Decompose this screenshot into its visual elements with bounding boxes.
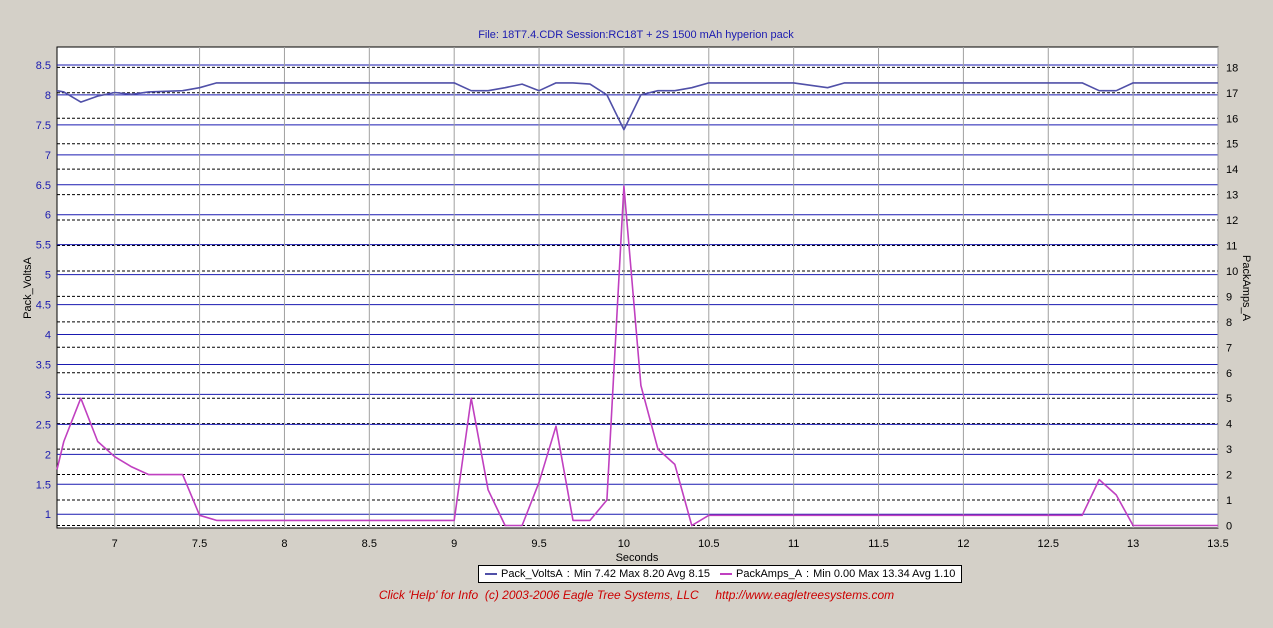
right-tick-label-4: 4 [1226,419,1232,431]
left-tick-label-3.5: 3.5 [36,359,51,371]
left-tick-label-5.5: 5.5 [36,240,51,252]
right-tick-label-5: 5 [1226,393,1232,405]
right-tick-label-16: 16 [1226,113,1238,125]
left-tick-label-7: 7 [45,150,51,162]
left-tick-label-4.5: 4.5 [36,300,51,312]
x-axis-tick-labels: 7 7.5 8 8.5 9 9.5 10 10.5 11 11.5 12 12.5 13 13.5 [112,538,1229,550]
legend-name-pack-volts: Pack_VoltsA [501,568,563,580]
x-tick-label-9: 9 [451,538,457,550]
right-tick-label-15: 15 [1226,139,1238,151]
plot-area [56,46,1219,529]
left-tick-label-4: 4 [45,330,51,342]
right-tick-label-6: 6 [1226,368,1232,380]
left-tick-label-1.5: 1.5 [36,479,51,491]
right-tick-label-0: 0 [1226,520,1232,532]
left-axis-tick-labels: 1 1.5 2 2.5 3 3.5 4 4.5 5 5.5 6 6.5 7 7.5 8 8.5 [36,60,51,521]
series-layer [56,82,1218,527]
x-tick-label-13.5: 13.5 [1207,538,1228,550]
series-line-pack-amps [56,185,1218,527]
left-tick-label-1: 1 [45,509,51,521]
right-tick-label-7: 7 [1226,342,1232,354]
x-tick-label-11: 11 [788,538,799,550]
left-tick-label-2.5: 2.5 [36,419,51,431]
right-tick-label-8: 8 [1226,317,1232,329]
legend-swatch-pack-amps [720,573,732,575]
chart-title: File: 18T7.4.CDR Session:RC18T + 2S 1500… [478,29,794,41]
left-tick-label-8.5: 8.5 [36,60,51,72]
legend-item-pack-amps: PackAmps_A: Min 0.00 Max 13.34 Avg 1.10 [720,566,955,582]
legend-item-pack-volts: Pack_VoltsA: Min 7.42 Max 8.20 Avg 8.15 [485,566,710,582]
x-tick-label-9.5: 9.5 [531,538,546,550]
right-tick-label-12: 12 [1226,215,1238,227]
left-tick-label-7.5: 7.5 [36,120,51,132]
left-tick-label-6.5: 6.5 [36,180,51,192]
x-tick-label-12: 12 [957,538,969,550]
left-tick-label-5: 5 [45,270,51,282]
right-tick-label-10: 10 [1226,266,1238,278]
left-tick-label-3: 3 [45,389,51,401]
legend-name-pack-amps: PackAmps_A [736,568,803,580]
x-tick-label-7.5: 7.5 [192,538,207,550]
right-tick-label-11: 11 [1226,241,1237,253]
legend: Pack_VoltsA: Min 7.42 Max 8.20 Avg 8.15 … [478,565,963,583]
x-tick-label-10.5: 10.5 [698,538,719,550]
x-axis-label: Seconds [616,552,659,564]
right-tick-label-1: 1 [1226,495,1232,507]
right-tick-label-17: 17 [1226,88,1238,100]
x-tick-label-10: 10 [618,538,630,550]
x-tick-label-8: 8 [281,538,287,550]
left-tick-label-8: 8 [45,90,51,102]
x-tick-label-7: 7 [112,538,118,550]
right-axis-gridlines [57,66,1218,526]
right-tick-label-13: 13 [1226,190,1238,202]
right-tick-label-18: 18 [1226,62,1238,74]
x-tick-label-13: 13 [1127,538,1139,550]
left-axis-label: Pack_VoltsA [22,256,34,318]
footer-info: Click 'Help' for Info (c) 2003-2006 Eagl… [378,588,895,602]
right-tick-label-2: 2 [1226,470,1232,482]
right-axis-label: PackAmps_A [1240,255,1252,322]
left-axis-gridlines [57,64,1218,515]
x-axis-gridlines [114,47,1219,528]
x-tick-label-8.5: 8.5 [362,538,377,550]
legend-stats-pack-amps: Min 0.00 Max 13.34 Avg 1.10 [813,568,956,580]
series-line-pack-volts [56,82,1218,131]
left-tick-label-2: 2 [45,449,51,461]
legend-swatch-pack-volts [485,573,497,575]
legend-stats-pack-volts: Min 7.42 Max 8.20 Avg 8.15 [573,568,710,580]
right-tick-label-14: 14 [1226,164,1238,176]
right-tick-label-9: 9 [1226,291,1232,303]
x-tick-label-11.5: 11.5 [868,538,889,550]
left-tick-label-6: 6 [45,210,51,222]
right-tick-label-3: 3 [1226,444,1232,456]
x-tick-label-12.5: 12.5 [1038,538,1059,550]
